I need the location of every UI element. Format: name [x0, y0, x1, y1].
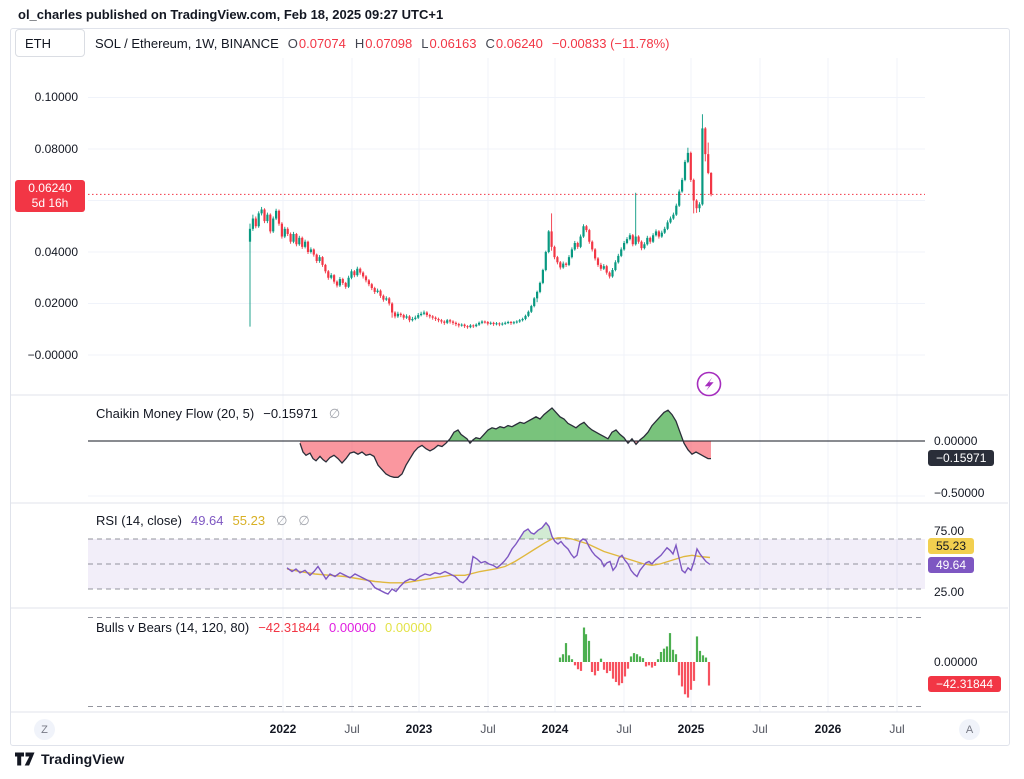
- main-legend: SOL / Ethereum, 1W, BINANCE O0.07074 H0.…: [95, 36, 669, 51]
- rsi-value: 49.64: [190, 513, 224, 528]
- time-tick-label: Jul: [889, 722, 905, 736]
- bulls-bears-panel-title: Bulls v Bears (14, 120, 80) −42.31844 0.…: [96, 620, 432, 635]
- cmf-panel-title: Chaikin Money Flow (20, 5) −0.15971 ∅: [96, 406, 340, 422]
- time-tick-label: 2024: [541, 722, 569, 736]
- price-tick-label: 0.02000: [34, 296, 78, 310]
- symbol-label: ETH: [25, 35, 51, 51]
- legend-change: −0.00833 (−11.78%): [551, 36, 670, 51]
- tradingview-logo[interactable]: TradingView: [15, 751, 124, 767]
- symbol-box: ETH: [15, 29, 85, 57]
- bar-countdown: 5d 16h: [31, 196, 69, 210]
- last-price-badge: 0.06240 5d 16h: [15, 180, 85, 212]
- legend-low: L0.06163: [421, 36, 477, 51]
- scroll-left-button[interactable]: Z: [34, 719, 55, 740]
- eye-off-icon[interactable]: ∅: [298, 513, 310, 528]
- time-tick-label: Jul: [616, 722, 632, 736]
- rsi-ma-badge: 55.23: [928, 538, 975, 554]
- rsi-title: RSI (14, close): [96, 513, 182, 528]
- bulls-bears-title: Bulls v Bears (14, 120, 80): [96, 620, 250, 635]
- price-tick-label: 0.04000: [34, 244, 78, 259]
- rsi-25-label: 25.00: [934, 585, 965, 599]
- rsi-value-badge: 49.64: [928, 557, 975, 573]
- bulls-bears-value-badge: −42.31844: [928, 676, 1002, 692]
- time-tick-label: Jul: [344, 722, 360, 736]
- bulls-bears-lower-value: 0.00000: [385, 620, 433, 635]
- time-tick-label: Jul: [480, 722, 496, 736]
- cmf-value-badge: −0.15971: [928, 450, 995, 466]
- time-tick-label: Jul: [752, 722, 768, 736]
- eye-off-icon[interactable]: ∅: [276, 513, 288, 528]
- price-tick-label: 0.10000: [34, 90, 78, 104]
- time-tick-label: 2023: [405, 722, 433, 736]
- rsi-75-label: 75.00: [934, 524, 965, 538]
- bulls-bears-value: −42.31844: [258, 620, 321, 635]
- cmf-title: Chaikin Money Flow (20, 5): [96, 406, 255, 421]
- cmf-low-label: −0.50000: [934, 486, 985, 500]
- time-tick-label: 2025: [677, 722, 705, 736]
- publish-header: ol_charles published on TradingView.com,…: [18, 7, 444, 22]
- eye-off-icon[interactable]: ∅: [328, 406, 341, 421]
- tradingview-logo-icon: [15, 752, 35, 766]
- bulls-bears-zero-label: 0.00000: [934, 655, 978, 669]
- time-tick-label: 2022: [269, 722, 297, 736]
- legend-open: O0.07074: [287, 36, 346, 51]
- bulls-bears-upper-value: 0.00000: [329, 620, 377, 635]
- tradingview-logo-text: TradingView: [41, 751, 125, 767]
- rsi-panel-title: RSI (14, close) 49.64 55.23 ∅ ∅: [96, 513, 310, 529]
- chart-frame: [10, 28, 1010, 746]
- cmf-zero-label: 0.00000: [934, 434, 978, 448]
- legend-title: SOL / Ethereum, 1W, BINANCE: [95, 36, 279, 51]
- price-tick-label: −0.00000: [27, 347, 78, 362]
- legend-high: H0.07098: [354, 36, 413, 51]
- rsi-ma-value: 55.23: [232, 513, 266, 528]
- cmf-value: −0.15971: [263, 406, 318, 421]
- price-tick-label: 0.08000: [34, 141, 78, 156]
- time-tick-label: 2026: [814, 722, 842, 736]
- lightning-icon[interactable]: [696, 371, 722, 397]
- legend-close: C0.06240: [485, 36, 543, 51]
- last-price-value: 0.06240: [28, 181, 72, 195]
- scroll-right-button[interactable]: A: [959, 719, 980, 740]
